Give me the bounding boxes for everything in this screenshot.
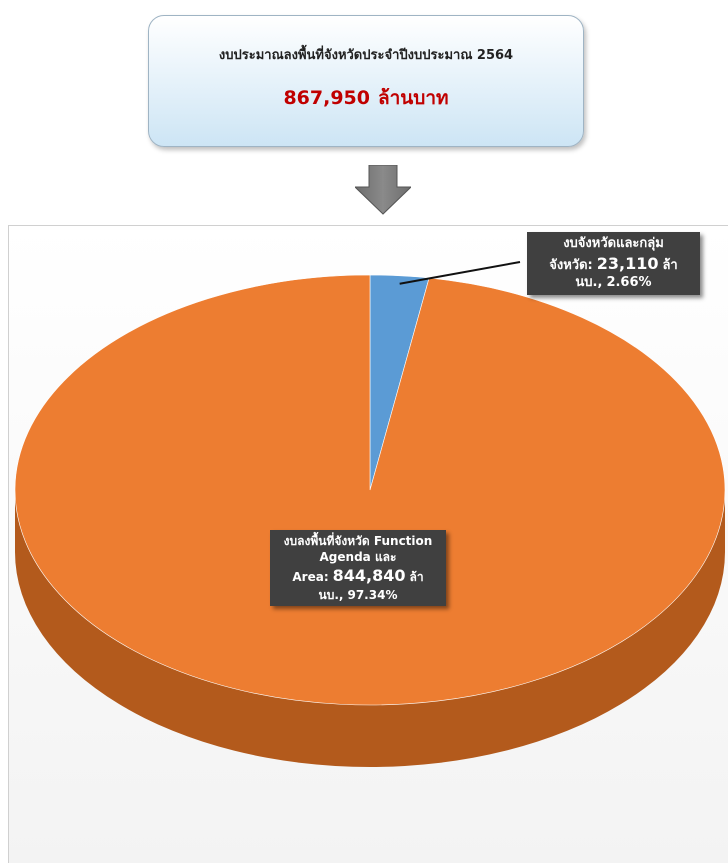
label-value: 23,110 xyxy=(596,253,659,273)
label-percent: 2.66% xyxy=(606,275,652,291)
slice xyxy=(14,274,726,706)
slice-side xyxy=(15,490,725,767)
down-arrow xyxy=(355,165,411,215)
label-percent: 97.34% xyxy=(347,587,398,602)
label-separator: : xyxy=(323,570,329,585)
header-title: งบประมาณลงพื้นที่จังหวัดประจำปีงบประมาณ … xyxy=(218,48,514,63)
header-box: งบประมาณลงพื้นที่จังหวัดประจำปีงบประมาณ … xyxy=(148,15,584,147)
data-label: งบจังหวัดและกลุ่มจังหวัด: 23,110 ล้านบ., 2.… xyxy=(527,232,700,295)
label-category: งบลงพื้นที่จังหวัด Function Agenda และ A… xyxy=(283,534,433,585)
label-category: งบจังหวัดและกลุ่มจังหวัด xyxy=(549,236,664,273)
pie-chart xyxy=(14,261,726,767)
label-unit: ล้านบ. xyxy=(575,257,678,291)
label-separator: , xyxy=(597,275,603,291)
label-separator: , xyxy=(338,587,344,602)
label-separator: : xyxy=(587,257,593,273)
header-total-line: 867,950 ล้านบาท xyxy=(149,83,583,113)
data-label: งบลงพื้นที่จังหวัด Function Agenda และ A… xyxy=(270,530,446,607)
header-total: 867,950 xyxy=(283,87,370,109)
leader-line xyxy=(399,261,521,285)
header-unit: ล้านบาท xyxy=(377,87,449,109)
label-value: 844,840 xyxy=(332,566,406,586)
label-unit: ล้านบ. xyxy=(318,570,424,602)
